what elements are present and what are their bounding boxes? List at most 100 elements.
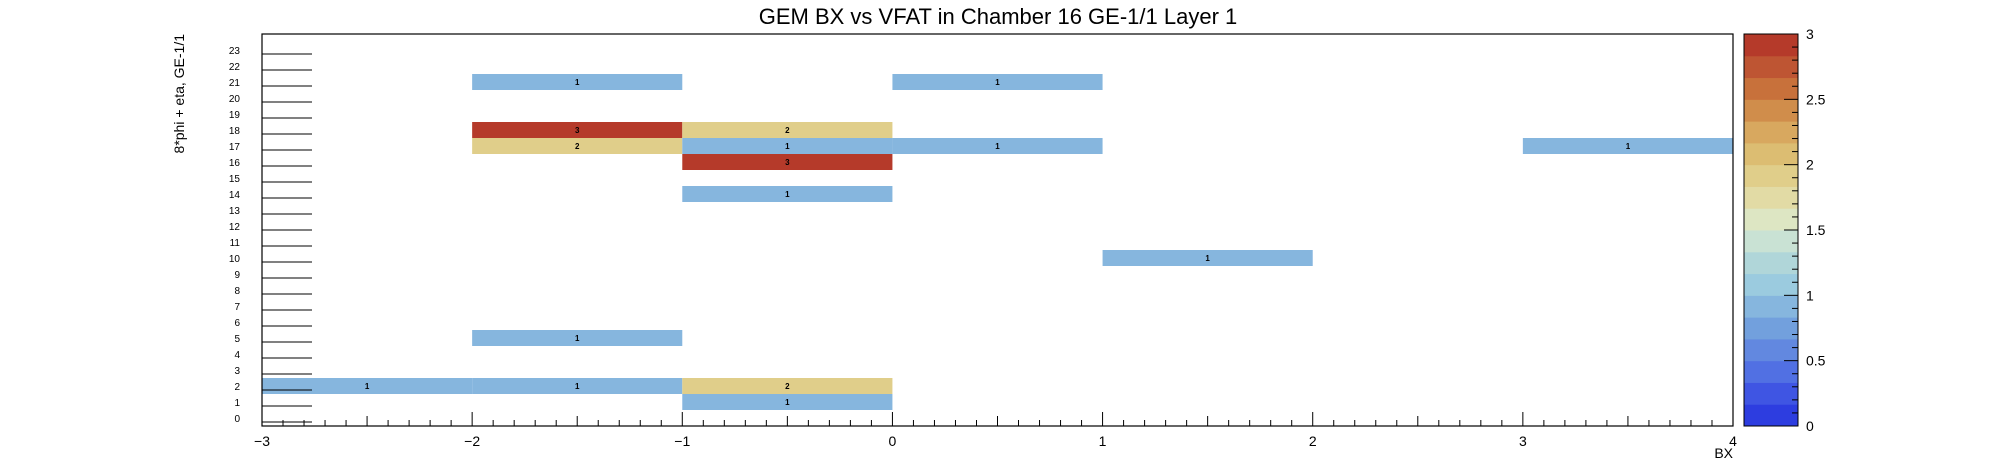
y-tick-label: 0 <box>234 414 240 425</box>
heatmap-cell <box>892 74 1103 90</box>
heatmap-cell <box>262 378 473 394</box>
heatmap-cell <box>682 154 893 170</box>
heatmap-cell <box>682 394 893 410</box>
heatmap-cell <box>682 378 893 394</box>
y-tick-label: 22 <box>229 62 241 73</box>
color-scale-bar <box>1743 33 1799 427</box>
x-tick-label: −2 <box>464 433 480 449</box>
y-tick-label: 7 <box>234 302 240 313</box>
y-tick-label: 2 <box>234 382 240 393</box>
color-scale-segment <box>1744 273 1798 296</box>
color-scale-segment <box>1744 186 1798 209</box>
heatmap-cell <box>1102 250 1313 266</box>
y-tick-label: 8 <box>234 286 240 297</box>
color-scale-segment <box>1744 382 1798 405</box>
x-tick-label: 2 <box>1309 433 1317 449</box>
y-tick-label: 17 <box>229 142 241 153</box>
y-tick-label: 16 <box>229 158 241 169</box>
heatmap-cell <box>892 138 1103 154</box>
color-scale-segment <box>1744 404 1798 427</box>
y-tick-label: 1 <box>234 398 240 409</box>
cell-value-label: 3 <box>785 158 790 167</box>
x-tick-label: 3 <box>1519 433 1527 449</box>
color-scale-segment <box>1744 164 1798 187</box>
y-tick-label: 9 <box>234 270 240 281</box>
y-tick-label: 15 <box>229 174 241 185</box>
color-scale-segment <box>1744 142 1798 166</box>
heatmap-cell <box>472 138 683 154</box>
y-tick-label: 13 <box>229 206 241 217</box>
heatmap-cell <box>472 378 683 394</box>
y-tick-label: 12 <box>229 222 241 233</box>
cell-value-label: 3 <box>575 126 580 135</box>
y-tick-label: 3 <box>234 366 240 377</box>
cell-value-label: 2 <box>785 382 790 391</box>
cell-value-label: 1 <box>575 334 580 343</box>
z-tick-label: 1.5 <box>1806 222 1826 238</box>
color-scale-segment <box>1744 208 1798 231</box>
heatmap-cell <box>682 122 893 138</box>
z-tick-label: 2.5 <box>1806 91 1826 107</box>
x-tick-label: 4 <box>1729 433 1737 449</box>
cell-value-label: 1 <box>575 78 580 87</box>
y-tick-label: 10 <box>229 254 241 265</box>
color-scale-axis: 0 0.5 1 1.5 2 2.5 3 <box>1784 26 1826 434</box>
color-scale-segment <box>1744 360 1798 383</box>
heatmap-cell <box>682 186 893 202</box>
cell-value-label: 1 <box>1626 142 1631 151</box>
cell-value-label: 1 <box>995 142 1000 151</box>
cell-value-label: 1 <box>365 382 370 391</box>
x-axis: −3 −2 −1 0 1 2 3 4 <box>254 412 1737 449</box>
y-tick-label: 14 <box>229 190 241 201</box>
heatmap-cells: 1 1 3 2 2 1 1 1 3 1 1 1 1 1 2 1 <box>262 74 1733 410</box>
color-scale-segment <box>1744 230 1798 253</box>
y-tick-label: 23 <box>229 46 241 57</box>
chart-title: GEM BX vs VFAT in Chamber 16 GE-1/1 Laye… <box>759 4 1238 29</box>
heatmap-cell <box>682 138 893 154</box>
cell-value-label: 1 <box>995 78 1000 87</box>
y-tick-label: 5 <box>234 334 240 345</box>
y-tick-label: 20 <box>229 94 241 105</box>
y-tick-label: 18 <box>229 126 241 137</box>
color-scale-segment <box>1744 251 1798 275</box>
heatmap-cell <box>472 122 683 138</box>
x-axis-label: BX <box>1714 445 1733 461</box>
y-tick-label: 6 <box>234 318 240 329</box>
y-row-markers <box>262 53 312 423</box>
heatmap-cell <box>472 74 683 90</box>
z-tick-label: 0 <box>1806 418 1814 434</box>
color-scale-segment <box>1744 317 1798 340</box>
heatmap-cell <box>472 330 683 346</box>
color-scale-segment <box>1744 77 1798 100</box>
y-tick-label: 19 <box>229 110 241 121</box>
z-tick-label: 0.5 <box>1806 353 1826 369</box>
x-tick-label: −3 <box>254 433 270 449</box>
z-tick-label: 2 <box>1806 157 1814 173</box>
x-tick-label: 1 <box>1099 433 1107 449</box>
y-tick-label: 21 <box>229 78 241 89</box>
plot-frame <box>261 33 1734 427</box>
cell-value-label: 1 <box>575 382 580 391</box>
y-tick-label: 4 <box>234 350 240 361</box>
x-tick-label: 0 <box>889 433 897 449</box>
cell-value-label: 2 <box>575 142 580 151</box>
cell-value-label: 1 <box>1205 254 1210 263</box>
cell-value-label: 1 <box>785 190 790 199</box>
z-tick-label: 3 <box>1806 26 1814 42</box>
color-scale-segment <box>1744 121 1798 144</box>
color-scale-segment <box>1744 55 1798 79</box>
color-scale-segment <box>1744 34 1798 57</box>
heatmap-cell <box>1522 138 1733 154</box>
y-axis-label: 8*phi + eta, GE-1/1 <box>171 34 187 154</box>
cell-value-label: 1 <box>785 398 790 407</box>
color-scale-segment <box>1744 338 1798 362</box>
color-scale-segment <box>1744 295 1798 318</box>
y-tick-label: 11 <box>230 238 241 249</box>
z-tick-label: 1 <box>1806 287 1814 303</box>
cell-value-label: 1 <box>785 142 790 151</box>
x-tick-label: −1 <box>674 433 690 449</box>
cell-value-label: 2 <box>785 126 790 135</box>
color-scale-segment <box>1744 99 1798 122</box>
